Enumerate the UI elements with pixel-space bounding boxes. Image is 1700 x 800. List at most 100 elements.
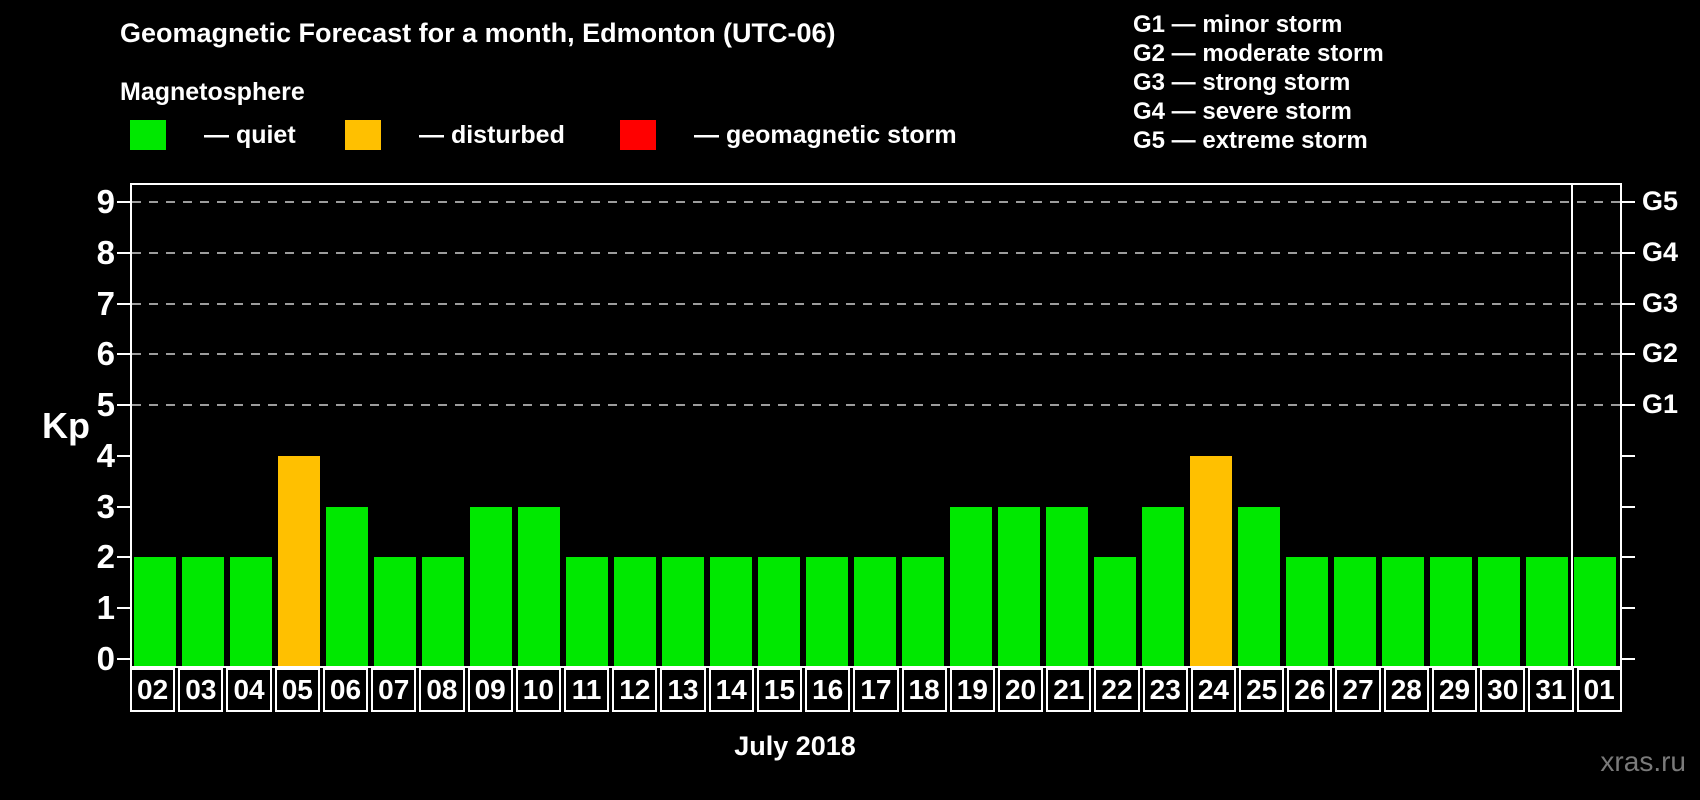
g2-legend-line: G2 — moderate storm bbox=[1133, 40, 1384, 67]
tick-left-8 bbox=[117, 251, 130, 254]
kp-bar-26 bbox=[1286, 557, 1328, 666]
tick-left-1 bbox=[117, 607, 130, 610]
tick-left-5 bbox=[117, 404, 130, 407]
tick-right-3 bbox=[1622, 505, 1635, 508]
kp-bar-08 bbox=[422, 557, 464, 666]
kp-bar-12 bbox=[614, 557, 656, 666]
g-tick-label-g2: G2 bbox=[1642, 338, 1679, 369]
tick-right-0 bbox=[1622, 658, 1635, 660]
date-cell-12: 12 bbox=[612, 668, 658, 712]
kp-bar-05 bbox=[278, 455, 320, 666]
g-tick-label-g5: G5 bbox=[1642, 185, 1679, 216]
date-cell-03: 03 bbox=[178, 668, 224, 712]
g5-legend-line: G5 — extreme storm bbox=[1133, 127, 1368, 154]
tick-right-9 bbox=[1622, 200, 1635, 203]
tick-right-5 bbox=[1622, 404, 1635, 407]
kp-bar-13 bbox=[662, 557, 704, 666]
chart-title: Geomagnetic Forecast for a month, Edmont… bbox=[120, 18, 836, 48]
kp-bar-24 bbox=[1190, 455, 1232, 666]
date-cell-08: 08 bbox=[419, 668, 465, 712]
magnetosphere-label: Magnetosphere bbox=[120, 78, 305, 106]
y-tick-label-3: 3 bbox=[96, 487, 115, 525]
date-cell-06: 06 bbox=[322, 668, 369, 712]
y-tick-label-0: 0 bbox=[96, 640, 115, 677]
disturbed-color-swatch bbox=[345, 120, 381, 150]
date-cell-19: 19 bbox=[949, 668, 995, 712]
month-boundary-line bbox=[1571, 185, 1573, 666]
kp-bar-02 bbox=[134, 557, 176, 666]
date-cell-14: 14 bbox=[708, 668, 754, 712]
y-tick-label-4: 4 bbox=[96, 436, 115, 474]
g3-legend-line: G3 — strong storm bbox=[1133, 69, 1351, 96]
g-tick-label-g1: G1 bbox=[1642, 389, 1679, 420]
kp-bar-27 bbox=[1334, 557, 1376, 666]
x-axis-title: July 2018 bbox=[734, 731, 856, 761]
y-tick-label-9: 9 bbox=[96, 182, 115, 220]
tick-right-6 bbox=[1622, 353, 1635, 356]
kp-bar-06 bbox=[326, 506, 368, 666]
kp-bar-30 bbox=[1478, 557, 1520, 666]
g-tick-label-g4: G4 bbox=[1642, 236, 1679, 267]
gridline-g2 bbox=[132, 353, 1620, 356]
date-cell-09: 09 bbox=[467, 668, 513, 712]
kp-bar-18 bbox=[902, 557, 944, 666]
legend-item-storm: — geomagnetic storm bbox=[620, 120, 957, 150]
tick-right-8 bbox=[1622, 251, 1635, 254]
x-axis-date-row: 02 03 04 05 06 07 08 09 10 11 12 13 14 15 16 17 18 19 20 21… bbox=[130, 668, 1622, 712]
watermark: xras.ru bbox=[1600, 746, 1686, 777]
y-tick-label-7: 7 bbox=[96, 284, 115, 322]
kp-bar-25 bbox=[1238, 506, 1280, 666]
kp-bar-15 bbox=[758, 557, 800, 666]
tick-right-7 bbox=[1622, 302, 1635, 305]
g-tick-label-g3: G3 bbox=[1642, 287, 1679, 318]
kp-bar-03 bbox=[182, 557, 224, 666]
gridline-g5 bbox=[132, 200, 1620, 203]
tick-left-4 bbox=[117, 454, 130, 457]
kp-bar-28 bbox=[1382, 557, 1424, 666]
tick-left-2 bbox=[117, 556, 130, 559]
date-cell-11: 11 bbox=[563, 668, 610, 712]
plot-area bbox=[117, 183, 1635, 668]
date-cell-10: 10 bbox=[515, 668, 561, 712]
date-cell-30: 30 bbox=[1480, 668, 1526, 712]
kp-bar-20 bbox=[998, 506, 1040, 666]
date-cell-23: 23 bbox=[1142, 668, 1188, 712]
gridline-g1 bbox=[132, 404, 1620, 407]
date-cell-16: 16 bbox=[805, 668, 851, 712]
date-cell-18: 18 bbox=[901, 668, 947, 712]
date-cell-26: 26 bbox=[1287, 668, 1333, 712]
y-tick-label-5: 5 bbox=[96, 386, 115, 424]
gridline-g3 bbox=[132, 302, 1620, 305]
kp-bar-31 bbox=[1526, 557, 1568, 666]
date-cell-04: 04 bbox=[226, 668, 272, 712]
y-tick-label-2: 2 bbox=[96, 538, 115, 576]
kp-bar-01 bbox=[1574, 557, 1616, 666]
disturbed-label: — disturbed bbox=[419, 120, 565, 149]
kp-bar-23 bbox=[1142, 506, 1184, 666]
date-cell-25: 25 bbox=[1239, 668, 1285, 712]
date-cell-21: 21 bbox=[1046, 668, 1092, 712]
kp-bar-04 bbox=[230, 557, 272, 666]
kp-bar-22 bbox=[1094, 557, 1136, 666]
tick-right-1 bbox=[1622, 607, 1635, 610]
date-cell-05: 05 bbox=[274, 668, 320, 712]
storm-color-swatch bbox=[620, 120, 656, 150]
legend-item-quiet: — quiet bbox=[130, 120, 296, 150]
date-cell-29: 29 bbox=[1431, 668, 1478, 712]
gridline-g4 bbox=[132, 251, 1620, 254]
kp-bar-16 bbox=[806, 557, 848, 666]
g4-legend-line: G4 — severe storm bbox=[1133, 98, 1352, 125]
date-cell-28: 28 bbox=[1383, 668, 1429, 712]
date-cell-27: 27 bbox=[1335, 668, 1381, 712]
date-cell-07: 07 bbox=[371, 668, 417, 712]
date-cell-02: 02 bbox=[130, 668, 176, 712]
legend-item-disturbed: — disturbed bbox=[345, 120, 565, 150]
date-cell-17: 17 bbox=[853, 668, 899, 712]
y-axis-title: Kp bbox=[42, 405, 90, 446]
date-cell-15: 15 bbox=[756, 668, 803, 712]
quiet-color-swatch bbox=[130, 120, 166, 150]
date-cell-22: 22 bbox=[1094, 668, 1140, 712]
kp-bar-17 bbox=[854, 557, 896, 666]
kp-bar-29 bbox=[1430, 557, 1472, 666]
